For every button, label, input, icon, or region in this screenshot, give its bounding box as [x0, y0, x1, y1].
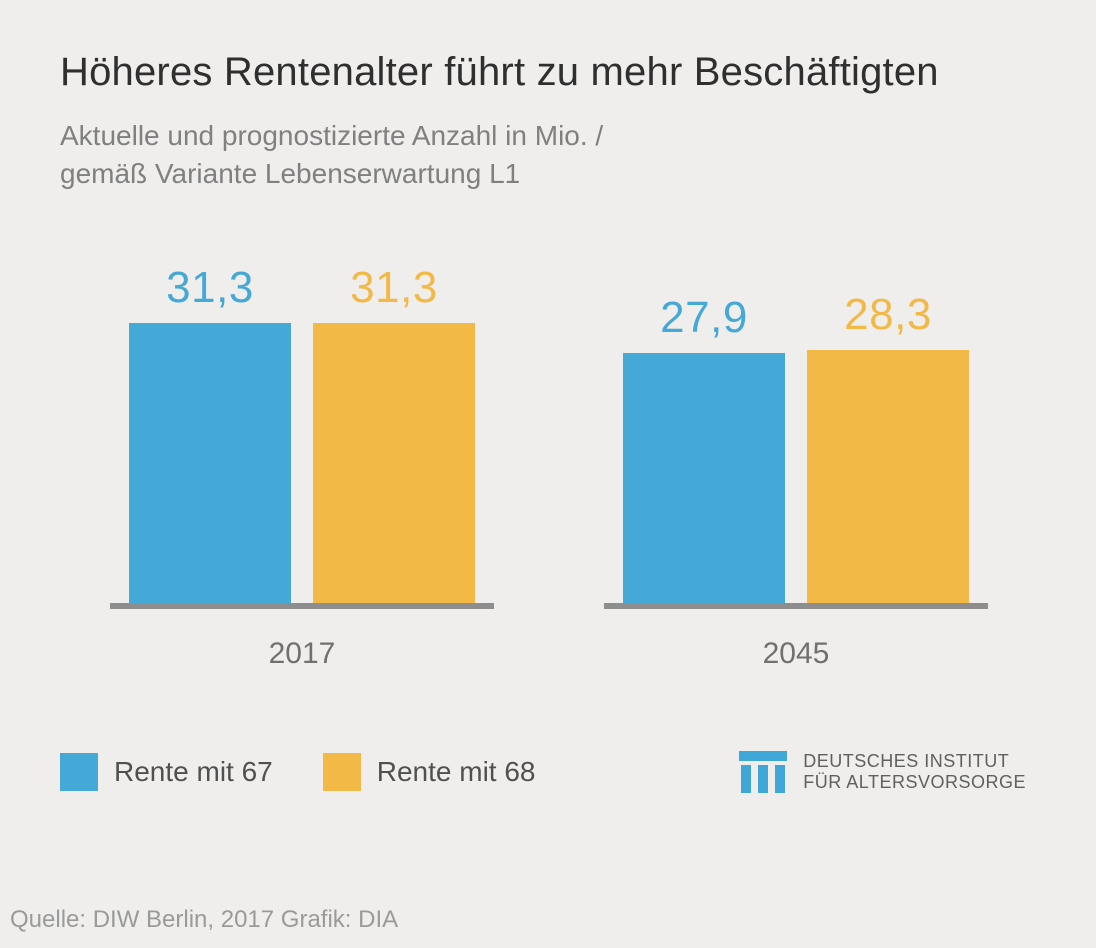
bar-rente67: 27,9 — [623, 263, 785, 603]
bar-rect — [807, 350, 969, 603]
subtitle-line-1: Aktuelle und prognostizierte Anzahl in M… — [60, 120, 603, 151]
year-label: 2017 — [269, 637, 336, 671]
brand-line-1: DEUTSCHES INSTITUT — [803, 751, 1009, 771]
chart-title: Höheres Rentenalter führt zu mehr Beschä… — [60, 50, 1036, 95]
bar-rente67: 31,3 — [129, 263, 291, 603]
baseline — [604, 603, 988, 609]
brand: DEUTSCHES INSTITUT FÜR ALTERSVORSORGE — [739, 751, 1026, 793]
chart-area: 31,3 31,3 2017 27,9 28,3 2045 — [60, 263, 1036, 671]
chart-subtitle: Aktuelle und prognostizierte Anzahl in M… — [60, 117, 1036, 193]
legend-label: Rente mit 68 — [377, 756, 536, 788]
bar-rect — [623, 353, 785, 603]
subtitle-line-2: gemäß Variante Lebenserwartung L1 — [60, 158, 520, 189]
year-label: 2045 — [763, 637, 830, 671]
legend-item-rente68: Rente mit 68 — [323, 753, 536, 791]
bars: 31,3 31,3 — [129, 263, 475, 603]
bar-value-label: 31,3 — [166, 263, 254, 313]
bar-rente68: 31,3 — [313, 263, 475, 603]
year-group-2017: 31,3 31,3 2017 — [110, 263, 494, 671]
legend-item-rente67: Rente mit 67 — [60, 753, 273, 791]
bars: 27,9 28,3 — [623, 263, 969, 603]
bar-value-label: 31,3 — [350, 263, 438, 313]
legend-swatch — [323, 753, 361, 791]
brand-text: DEUTSCHES INSTITUT FÜR ALTERSVORSORGE — [803, 751, 1026, 792]
year-group-2045: 27,9 28,3 2045 — [604, 263, 988, 671]
legend-swatch — [60, 753, 98, 791]
bar-rect — [129, 323, 291, 603]
legend-label: Rente mit 67 — [114, 756, 273, 788]
brand-logo-icon — [739, 751, 787, 793]
brand-line-2: FÜR ALTERSVORSORGE — [803, 772, 1026, 792]
bar-rente68: 28,3 — [807, 263, 969, 603]
baseline — [110, 603, 494, 609]
footer-row: Rente mit 67 Rente mit 68 DEUTSCHES INSTI… — [60, 751, 1036, 793]
bar-value-label: 28,3 — [844, 290, 932, 340]
chart-container: Höheres Rentenalter führt zu mehr Beschä… — [0, 0, 1096, 948]
bar-rect — [313, 323, 475, 603]
source-text: Quelle: DIW Berlin, 2017 Grafik: DIA — [10, 906, 398, 934]
bar-value-label: 27,9 — [660, 293, 748, 343]
legend: Rente mit 67 Rente mit 68 — [60, 753, 536, 791]
